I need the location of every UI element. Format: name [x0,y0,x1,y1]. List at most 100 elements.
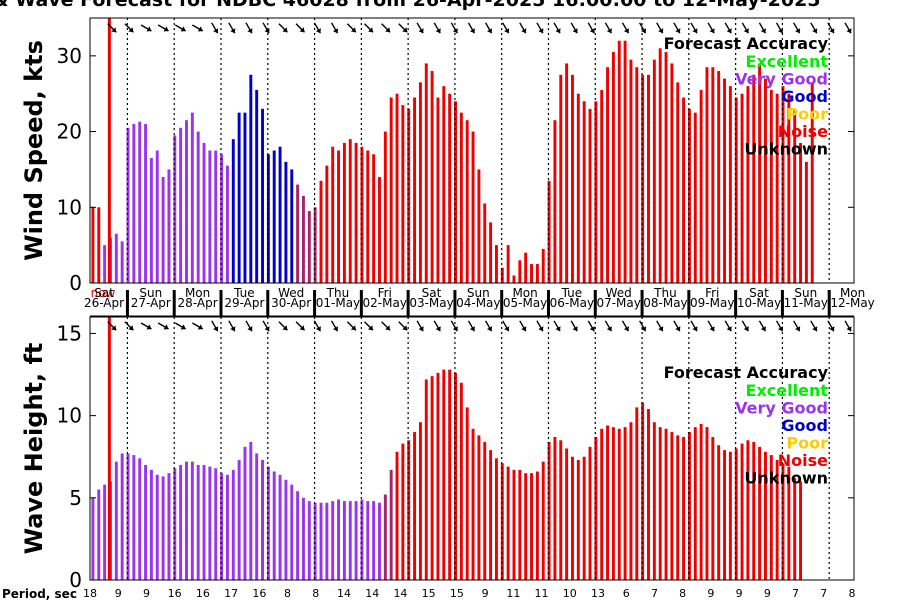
date-label: 28-Apr [178,296,218,310]
y-axis-label: Wind Speed, kts [20,40,48,261]
date-label: 11-May [784,296,828,310]
bar [494,458,498,580]
bar [389,97,393,283]
bar [202,464,206,580]
bar [272,150,276,283]
bar [758,446,762,580]
y-tick-label: 15 [57,321,82,345]
bar [764,451,767,580]
period-value: 15 [450,587,464,600]
plot-frame [89,17,855,284]
bar [489,222,493,283]
bar [799,142,803,283]
day-of-week-label: Wed [278,286,304,300]
bar [442,86,446,283]
direction-arrow-head [829,28,835,34]
day-label-strip: nowSat26-AprSun27-AprMon28-AprTue29-AprW… [84,286,875,317]
direction-arrow-head [709,28,715,34]
bar [120,241,124,283]
period-value: 7 [792,587,799,600]
legend-item: Good [781,87,828,106]
day-tick [546,290,550,316]
bar [717,445,721,580]
direction-arrow-head [606,28,612,34]
bar [278,146,282,283]
direction-arrow-head [726,326,732,332]
direction-arrow-head [402,27,408,33]
bar [728,86,732,283]
bar [173,468,177,580]
bar [752,74,756,283]
bar [641,402,645,580]
direction-arrow-head [760,28,766,34]
bar [161,476,165,580]
bar [325,502,329,580]
bar [705,67,709,284]
bar [202,142,206,283]
bar [307,501,311,580]
direction-arrow-head [385,27,391,33]
bar [185,120,188,284]
bar [196,131,200,283]
bar [647,74,650,283]
direction-arrow-head [692,28,698,34]
bar [91,497,95,580]
legend-item: Noise [778,451,828,470]
bar [97,207,101,283]
bar [430,376,434,580]
day-of-week-label: Fri [705,286,719,300]
bar [126,453,130,580]
direction-arrow-head [332,28,339,34]
bar [728,451,732,580]
bar [278,474,282,580]
direction-arrow-head [521,326,527,332]
bar [670,432,674,580]
bar [459,112,463,283]
bar [261,108,264,283]
bar [190,461,194,580]
bar [378,177,381,283]
legend-item: Noise [778,122,828,141]
bar [366,150,370,283]
bar [483,441,487,580]
date-label: 29-Apr [224,296,264,310]
bar [389,469,393,580]
bar [711,436,715,580]
legend-item: Excellent [746,52,829,71]
bar [781,463,785,580]
period-value: 14 [337,587,351,600]
direction-arrow-head [146,26,152,32]
bar [114,461,118,580]
direction-arrow-head [812,326,818,332]
direction-arrow-head [332,326,339,332]
bar [565,448,569,580]
bar [342,142,346,283]
bar [483,203,487,283]
direction-arrow-head [282,27,288,33]
bar [401,443,405,580]
direction-arrow-head [777,28,784,34]
bar [255,89,259,284]
date-label: 03-May [409,296,453,310]
bar [372,154,376,283]
bar [284,479,288,580]
wave-height-panel: 0 5 10 15 Wave Height, ft Forecast AccuracyEx… [20,316,855,592]
direction-arrow-head [264,28,270,34]
bar [144,464,148,580]
bar [477,169,481,283]
direction-arrow-head [368,325,373,331]
direction-arrow-head [282,325,288,331]
bar [500,267,504,283]
bar [149,158,153,283]
direction-arrow-head [658,28,664,34]
bar [687,432,691,580]
bar [120,453,124,580]
bar [611,427,615,580]
direction-arrow-head [230,28,236,34]
direction-arrow-head [230,326,236,332]
direction-arrow-head [760,326,766,332]
direction-arrow-head [829,326,835,332]
period-value: 9 [482,587,489,600]
bar [313,207,317,283]
bar [179,127,183,283]
